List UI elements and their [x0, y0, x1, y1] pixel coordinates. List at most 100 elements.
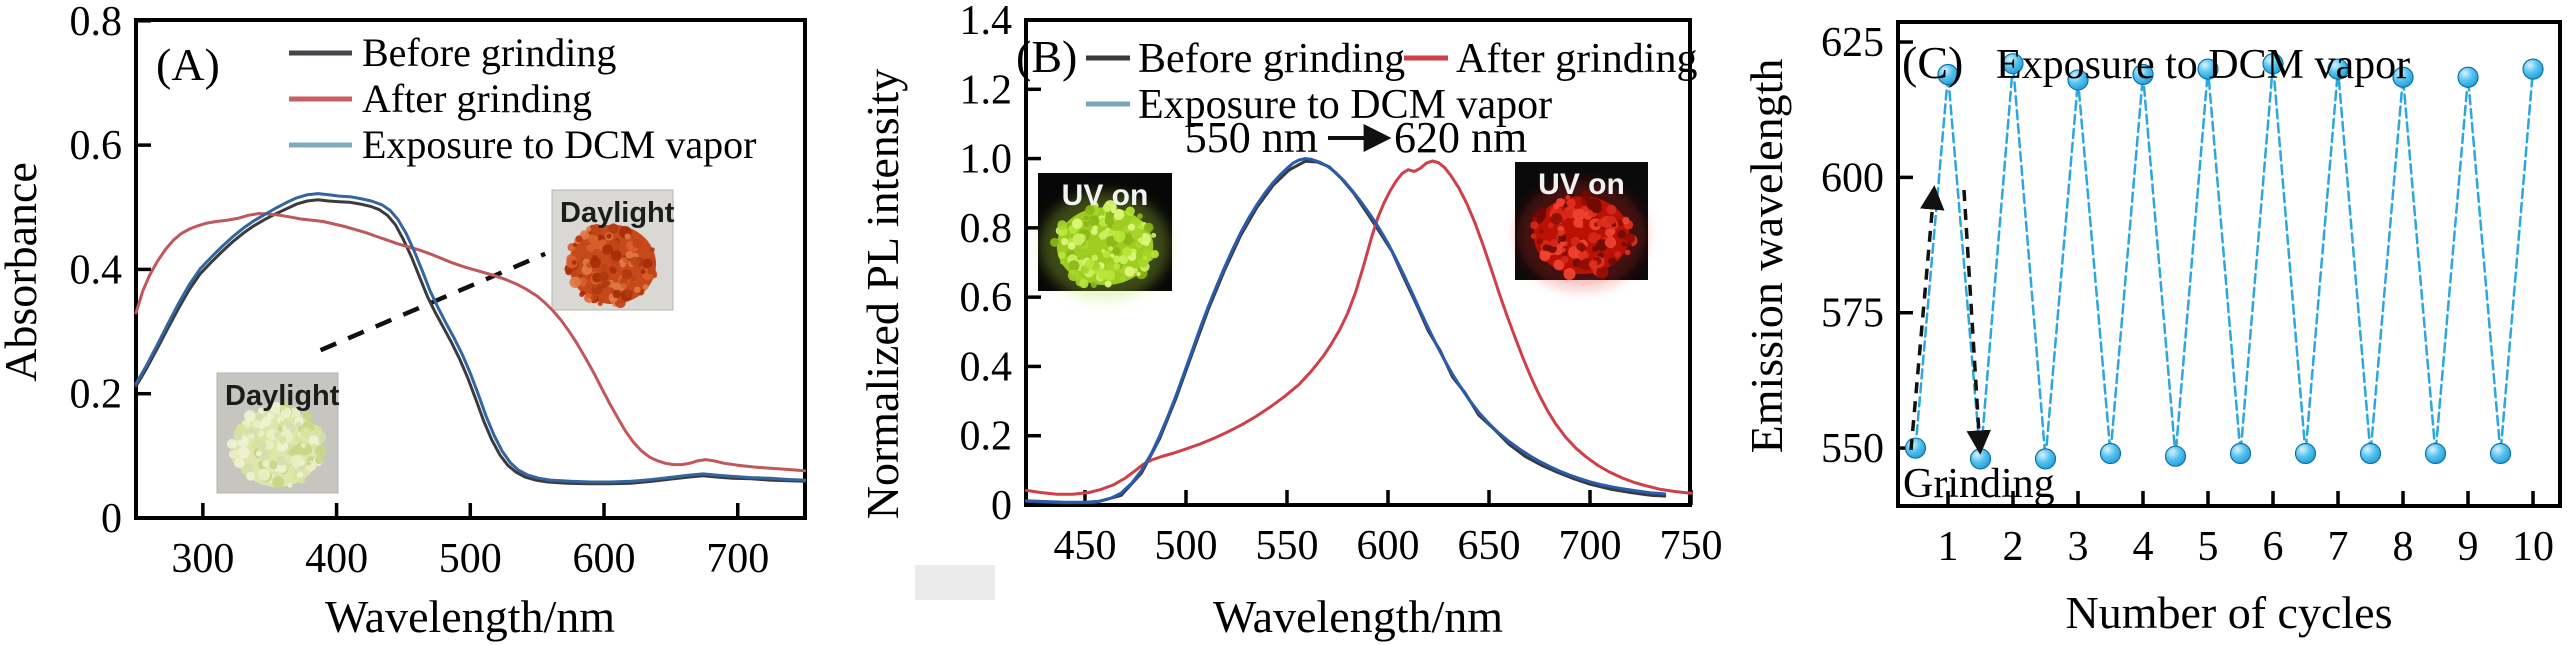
powder-grain [266, 428, 278, 440]
powder-grain [1088, 215, 1100, 227]
powder-grain [610, 250, 622, 262]
powder-grain [1591, 206, 1598, 212]
powder-grain [266, 449, 273, 455]
powder-grain [600, 283, 607, 289]
powder-grain [1572, 208, 1586, 221]
data-point-marker [2489, 442, 2512, 465]
powder-grain [625, 250, 634, 259]
x-tick-label: 700 [706, 536, 769, 582]
powder-grain [612, 282, 621, 291]
powder-grain [624, 289, 633, 298]
powder-grain [1624, 233, 1636, 244]
y-tick-label: 600 [1821, 155, 1884, 201]
powder-grain [1532, 216, 1538, 222]
powder-grain [1626, 242, 1632, 249]
powder-grain [1108, 229, 1114, 235]
powder-grain [1083, 220, 1091, 227]
powder-grain [1127, 223, 1136, 231]
panel-c-title: Exposure to DCM vapor [1996, 42, 2410, 88]
data-point-marker [2099, 442, 2122, 465]
y-axis-title: Absorbance [0, 162, 46, 382]
panel-a-uvvis-absorbance-chart: 300 400 500 600 700 0 0.2 0.4 0.6 0.8 Wavelength/n… [0, 0, 807, 642]
powder-grain [1083, 215, 1089, 221]
powder-grain [589, 256, 601, 268]
powder-grain [634, 286, 641, 294]
x-axis-title: Number of cycles [2066, 587, 2393, 638]
powder-grain [597, 301, 603, 307]
data-point-marker [2034, 448, 2057, 470]
axes-frame [1024, 18, 1692, 507]
powder-grain [1550, 239, 1559, 248]
powder-grain [1587, 232, 1600, 244]
series-exposure-to-dcm-vapor [134, 192, 807, 484]
powder-grain [1131, 228, 1143, 240]
powder-grain [1118, 254, 1129, 265]
powder-grain [286, 422, 293, 429]
powder-grain [586, 297, 592, 304]
y-tick-label: 0.8 [960, 206, 1013, 252]
powder-grain [572, 270, 579, 277]
powder-grain [1143, 222, 1154, 233]
data-point-marker [2132, 63, 2154, 86]
powder-grain [1072, 233, 1085, 246]
powder-grain [1151, 232, 1157, 238]
data-point-marker [2424, 442, 2447, 465]
powder-grain [565, 269, 572, 276]
powder-grain [279, 420, 284, 425]
powder-grain [612, 290, 622, 299]
data-point-marker [2392, 66, 2414, 88]
powder-grain [575, 235, 583, 243]
powder-grain [233, 432, 243, 441]
data-point-marker [2067, 69, 2089, 91]
x-tick-label: 10 [2512, 524, 2554, 570]
powder-grain [571, 260, 577, 265]
powder-grain [262, 459, 270, 468]
powder-grain [251, 442, 258, 450]
x-tick-label: 4 [2132, 524, 2153, 570]
scan-artifact [915, 565, 995, 600]
data-point-marker [2359, 442, 2382, 465]
inset-label-daylight: Daylight [225, 380, 340, 412]
powder-grain [298, 477, 305, 485]
powder-grain [1136, 271, 1141, 277]
powder-grain [630, 274, 637, 281]
powder-grain [1122, 246, 1133, 257]
powder-grain [1550, 212, 1563, 225]
powder-grain [1113, 209, 1125, 221]
x-tick-label: 7 [2328, 524, 2349, 570]
inset-label-uv-on: UV on [1062, 179, 1149, 212]
powder-grain [1557, 230, 1564, 237]
powder-grain [1579, 247, 1585, 252]
powder-grain [1057, 220, 1067, 230]
powder-grain [306, 461, 311, 466]
y-tick-label: 1.0 [960, 137, 1013, 183]
powder-grain [1539, 250, 1551, 262]
powder-grain [611, 261, 619, 269]
data-point-marker [2457, 66, 2479, 88]
powder-grain [1112, 246, 1121, 256]
powder-grain [599, 271, 609, 282]
y-tick-label: 0 [101, 496, 122, 542]
data-point-marker [2229, 442, 2252, 465]
panel-label-b: (B) [1016, 31, 1077, 82]
powder-grain [1624, 249, 1631, 256]
x-tick-label: 8 [2393, 524, 2414, 570]
powder-grain [237, 446, 250, 459]
powder-grain [1068, 260, 1080, 272]
vapor-shift-up-arrow [1909, 185, 1945, 451]
series-after-grinding [1024, 159, 1693, 496]
powder-grain [586, 226, 592, 232]
axes-frame [1896, 20, 2562, 508]
powder-grain [1092, 225, 1098, 231]
powder-grain [1107, 223, 1113, 229]
inset-label-daylight: Daylight [560, 197, 675, 229]
powder-grain [1608, 257, 1617, 266]
powder-grain [1565, 210, 1573, 218]
y-tick-label: 1.2 [960, 67, 1013, 113]
powder-grain [606, 233, 612, 239]
powder-grain [569, 276, 581, 288]
powder-grain [1113, 262, 1121, 270]
powder-grain [300, 426, 312, 439]
powder-grain [1085, 205, 1095, 215]
y-tick-label: 0 [991, 483, 1012, 529]
